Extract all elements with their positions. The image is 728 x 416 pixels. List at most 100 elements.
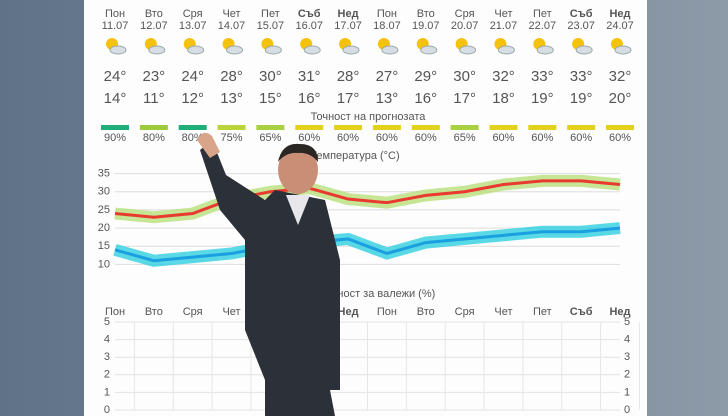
charts: Пон11.0790%Вто12.0780%Сря13.0780%Чет14.0…	[98, 8, 640, 416]
shirt	[286, 195, 310, 225]
accuracy-label: 60%	[376, 132, 398, 144]
date-label: 18.07	[373, 20, 401, 32]
temperature-label: 24°	[181, 68, 204, 85]
accuracy-swatch	[178, 125, 207, 130]
temperature-label: 13°	[220, 90, 243, 107]
temperature-label: 16°	[298, 90, 321, 107]
date-label: 22.07	[529, 20, 557, 32]
y-tick-label-right: 5	[624, 316, 630, 328]
date-label: 16.07	[295, 20, 323, 32]
day-label: Вто	[145, 8, 163, 20]
day-label: Нед	[338, 8, 359, 20]
date-label: 12.07	[140, 20, 168, 32]
date-label: 13.07	[179, 20, 207, 32]
cloud-icon	[381, 45, 399, 55]
accuracy-label: 60%	[570, 132, 592, 144]
x-tick-label: Съб	[570, 306, 593, 318]
y-tick-label: 1	[104, 386, 110, 398]
temperature-label: 27°	[376, 68, 399, 85]
accuracy-label: 60%	[415, 132, 437, 144]
temperature-label: 18°	[492, 90, 515, 107]
temperature-label: 29°	[414, 68, 437, 85]
accuracy-swatch	[139, 125, 168, 130]
day-label: Чет	[222, 8, 240, 20]
y-tick-label: 0	[104, 404, 110, 416]
cloud-icon	[148, 45, 166, 55]
x-tick-label: Вто	[417, 306, 435, 318]
x-tick-label: Чет	[494, 306, 512, 318]
day-label: Съб	[298, 8, 321, 20]
temperature-label: 13°	[376, 90, 399, 107]
y-tick-label: 4	[104, 334, 110, 346]
accuracy-title: Точност на прогнозата	[311, 111, 427, 123]
temperature-label: 23°	[143, 68, 166, 85]
y-tick-label-right: 2	[624, 369, 630, 381]
cloud-icon	[575, 45, 593, 55]
accuracy-swatch	[489, 125, 518, 130]
temperature-label: 19°	[570, 90, 593, 107]
accuracy-label: 60%	[492, 132, 514, 144]
day-label: Вто	[417, 8, 435, 20]
date-label: 24.07	[606, 20, 634, 32]
temperature-label: 16°	[414, 90, 437, 107]
date-label: 19.07	[412, 20, 440, 32]
x-tick-label: Пет	[533, 306, 552, 318]
hair	[278, 143, 318, 162]
date-label: 14.07	[218, 20, 246, 32]
y-tick-label: 30	[98, 186, 110, 198]
cloud-icon	[109, 45, 127, 55]
accuracy-swatch	[334, 125, 363, 130]
y-tick-label: 20	[98, 222, 110, 234]
accuracy-swatch	[411, 125, 440, 130]
date-label: 15.07	[257, 20, 285, 32]
x-tick-label: Нед	[338, 306, 359, 318]
date-label: 20.07	[451, 20, 479, 32]
y-tick-label: 5	[104, 316, 110, 328]
cloud-icon	[497, 45, 515, 55]
cloud-icon	[187, 45, 205, 55]
y-tick-label: 15	[98, 240, 110, 252]
y-tick-label: 3	[104, 351, 110, 363]
y-tick-label-right: 4	[624, 334, 630, 346]
accuracy-label: 60%	[337, 132, 359, 144]
accuracy-label: 80%	[143, 132, 165, 144]
date-label: 11.07	[102, 20, 129, 32]
y-tick-label-right: 1	[624, 386, 630, 398]
accuracy-swatch	[567, 125, 596, 130]
day-label: Пон	[377, 8, 397, 20]
accuracy-swatch	[606, 125, 634, 130]
x-tick-label: Сря	[183, 306, 203, 318]
y-tick-label-right: 3	[624, 351, 630, 363]
cloud-icon	[420, 45, 438, 55]
day-label: Съб	[570, 8, 593, 20]
accuracy-label: 65%	[454, 132, 476, 144]
x-tick-label: Чет	[222, 306, 240, 318]
temperature-label: 33°	[570, 68, 593, 85]
temperature-label: 15°	[259, 90, 282, 107]
y-tick-label: 2	[104, 369, 110, 381]
accuracy-swatch	[450, 125, 479, 130]
temperature-label: 30°	[453, 68, 476, 85]
presenter	[197, 132, 340, 416]
series-line	[114, 179, 621, 219]
y-tick-label-right: 0	[624, 404, 630, 416]
date-label: 21.07	[490, 20, 518, 32]
day-label: Пон	[105, 8, 125, 20]
temperature-label: 24°	[104, 68, 127, 85]
accuracy-label: 60%	[609, 132, 631, 144]
accuracy-label: 65%	[259, 132, 281, 144]
y-tick-label: 10	[98, 258, 110, 270]
accuracy-label: 90%	[104, 132, 126, 144]
temperature-label: 17°	[453, 90, 476, 107]
cloud-icon	[303, 45, 321, 55]
accuracy-swatch	[217, 125, 246, 130]
series-line	[114, 226, 621, 263]
temperature-label: 19°	[531, 90, 554, 107]
accuracy-label: 75%	[221, 132, 243, 144]
x-tick-label: Нед	[609, 306, 630, 318]
suit	[200, 140, 340, 416]
temperature-label: 17°	[337, 90, 360, 107]
cloud-icon	[342, 45, 360, 55]
temperature-label: 14°	[104, 90, 127, 107]
